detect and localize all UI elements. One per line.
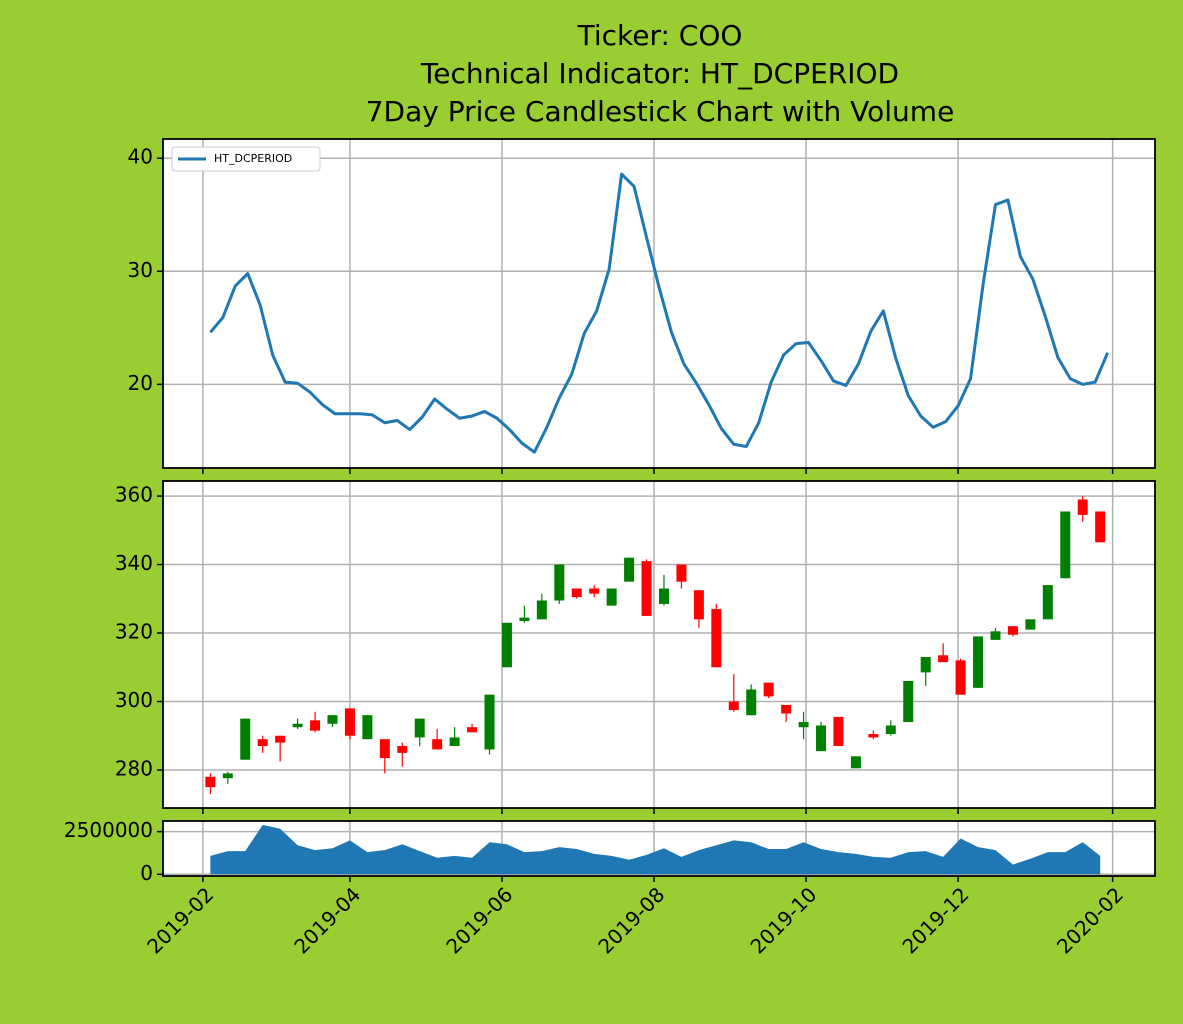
candle-body [571, 588, 582, 598]
candle-body [763, 682, 774, 697]
volume-area [210, 824, 1101, 875]
candle-body [240, 718, 251, 760]
candle-body [432, 739, 443, 750]
plot-frame [162, 480, 1156, 809]
candle-body [414, 718, 425, 738]
candle-body [362, 715, 373, 740]
candle-body [850, 756, 861, 769]
candle-body [781, 704, 792, 714]
candle-body [938, 655, 949, 663]
candle-body [397, 746, 408, 753]
plot-area [163, 139, 1155, 468]
candle-body [868, 734, 879, 738]
candle-body [1060, 511, 1071, 579]
candle-body [798, 722, 809, 728]
candle-body [973, 636, 984, 688]
candle-body [310, 720, 321, 731]
candle-body [816, 725, 827, 752]
candle-body [257, 739, 268, 747]
candle-body [589, 588, 600, 594]
candle-body [536, 600, 547, 620]
plot-frame [162, 820, 1156, 877]
y-tick-label: 320 [115, 620, 153, 644]
candle-body [344, 708, 355, 736]
candle-body [1025, 619, 1036, 630]
y-tick-label: 280 [115, 756, 153, 780]
candle-body [275, 735, 286, 743]
candle-body [693, 590, 704, 620]
candle-body [519, 617, 530, 622]
y-tick-label: 300 [115, 688, 153, 712]
candle-body [885, 725, 896, 735]
candle-body [746, 689, 757, 716]
candle-body [501, 622, 512, 668]
candle-body [606, 588, 617, 606]
candle-body [1095, 511, 1106, 543]
candle-body [222, 773, 233, 779]
candle-body [554, 564, 565, 601]
candle-body [205, 776, 216, 788]
legend-label: HT_DCPERIOD [214, 152, 292, 165]
legend-box [171, 146, 321, 172]
candle-body [379, 739, 390, 759]
y-tick-label: 340 [115, 551, 153, 575]
candle-body [1077, 499, 1088, 515]
title-line: Technical Indicator: HT_DCPERIOD [420, 57, 899, 90]
candle-body [1042, 585, 1053, 620]
candle-body [711, 609, 722, 668]
candle-body [676, 564, 687, 582]
y-tick-label: 40 [128, 145, 153, 169]
candle-body [292, 723, 303, 728]
y-tick-label: 360 [115, 483, 153, 507]
title-line: 7Day Price Candlestick Chart with Volume [366, 95, 955, 128]
y-tick-label: 2500000 [64, 818, 153, 842]
candle-body [1007, 626, 1018, 635]
candle-body [449, 737, 460, 747]
candle-body [728, 701, 739, 711]
candle-body [624, 557, 635, 582]
candle-body [833, 716, 844, 747]
candle-body [903, 680, 914, 723]
candle-body [920, 656, 931, 673]
title-line: Ticker: COO [577, 19, 743, 52]
plot-frame [162, 138, 1156, 469]
candle-body [658, 588, 669, 604]
indicator-line [209, 172, 1110, 454]
candle-body [327, 715, 338, 724]
y-tick-label: 30 [128, 258, 153, 282]
candle-body [990, 631, 1001, 640]
y-tick-label: 0 [140, 861, 153, 885]
candle-body [467, 727, 478, 733]
candle-body [955, 660, 966, 695]
candle-body [641, 561, 652, 616]
plot-area [163, 481, 1155, 808]
candle-body [484, 694, 495, 750]
y-tick-label: 20 [128, 371, 153, 395]
